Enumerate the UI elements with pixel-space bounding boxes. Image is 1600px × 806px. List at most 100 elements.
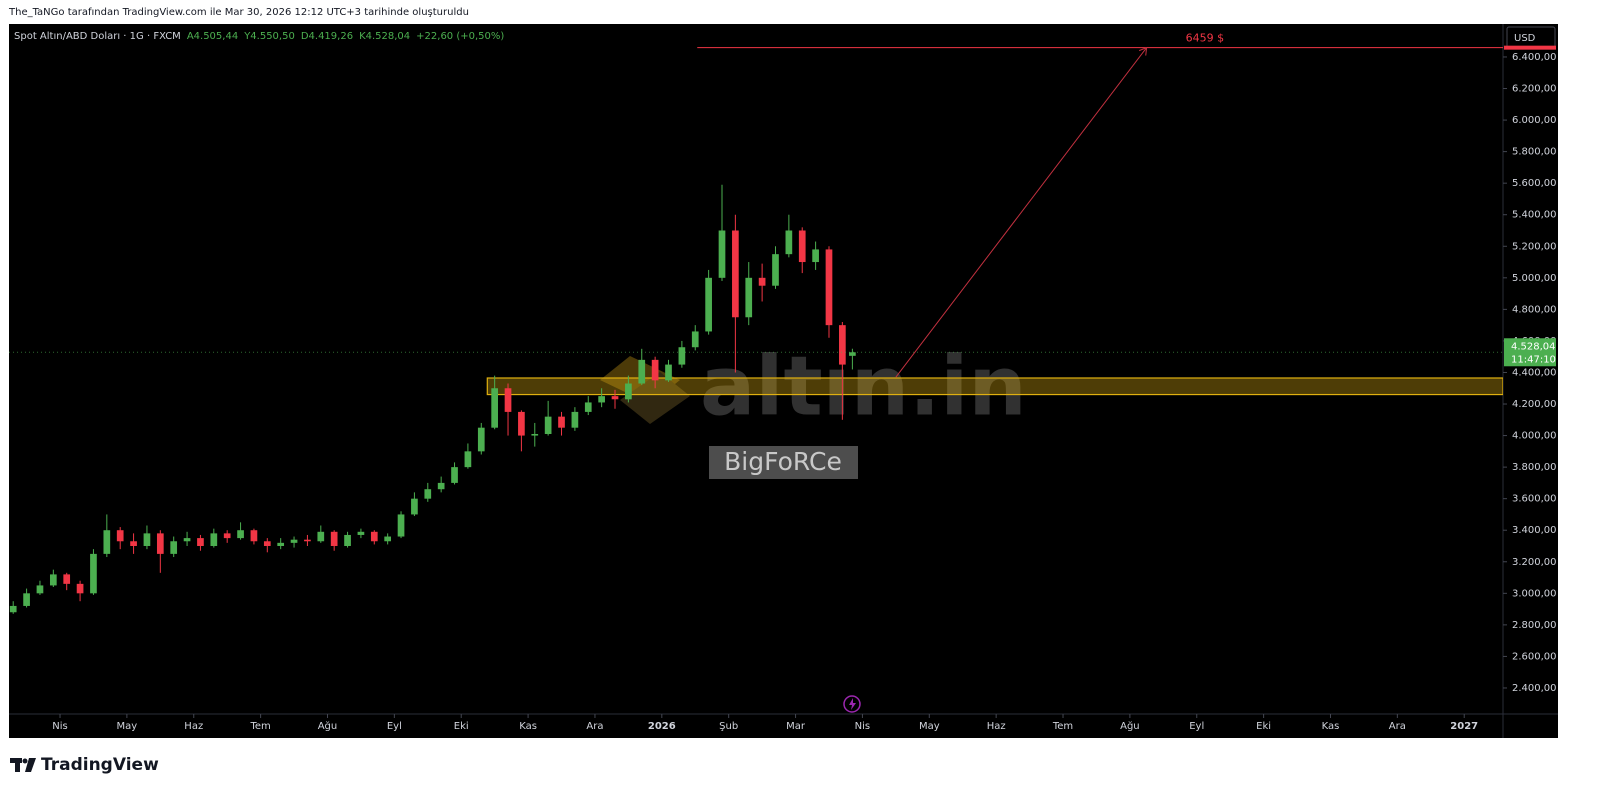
candle-body <box>825 249 833 326</box>
y-tick-label: 3.200,00 <box>1512 557 1557 568</box>
ohlc-value: D4.419,26 <box>301 31 353 42</box>
legend: Spot Altın/ABD Doları · 1G · FXCM A4.505,… <box>14 31 504 42</box>
candle-body <box>571 411 579 428</box>
y-tick-label: 6.200,00 <box>1512 84 1557 95</box>
ohlc-value: A4.505,44 <box>187 31 238 42</box>
x-tick-label: Nis <box>855 721 870 732</box>
y-tick-label: 3.400,00 <box>1512 525 1557 536</box>
y-tick-label: 5.000,00 <box>1512 273 1557 284</box>
candle-body <box>170 541 178 554</box>
candle-body <box>491 388 498 428</box>
y-tick-label: 6.000,00 <box>1512 115 1557 126</box>
watermark-author-box <box>709 446 858 479</box>
last-price-box <box>1504 338 1556 367</box>
candle-body <box>477 427 485 452</box>
watermark-site: altın.in <box>700 339 1027 434</box>
y-tick-label: 5.200,00 <box>1512 241 1557 252</box>
x-tick-label: Kas <box>1322 721 1340 732</box>
candle-body <box>210 533 218 546</box>
candle-body <box>143 533 151 546</box>
candle-body <box>397 514 405 537</box>
x-tick-label: Kas <box>519 721 537 732</box>
x-tick-label: Ara <box>1389 721 1406 732</box>
y-tick-label: 4.400,00 <box>1512 367 1557 378</box>
y-tick-label: 2.800,00 <box>1512 620 1557 631</box>
ohlc-value: +22,60 (+0,50%) <box>416 31 504 42</box>
x-tick-label: Nis <box>52 721 67 732</box>
candle-body <box>531 433 539 436</box>
candle-body <box>504 388 512 412</box>
candle-body <box>611 396 619 400</box>
target-label: 6459 $ <box>1186 32 1225 45</box>
candle-body <box>36 585 44 594</box>
y-tick-label: 6.400,00 <box>1512 52 1557 63</box>
candle-body <box>116 530 124 542</box>
candle-body <box>370 531 378 542</box>
candle-body <box>625 383 632 400</box>
y-tick-label: 5.800,00 <box>1512 147 1557 158</box>
candle-body <box>344 534 351 546</box>
ohlc-value: Y4.550,50 <box>243 31 295 42</box>
candle-body <box>290 539 298 543</box>
x-tick-label: 2027 <box>1450 721 1478 732</box>
candle-body <box>437 482 445 490</box>
x-tick-label: Tem <box>1052 721 1073 732</box>
candle-body <box>638 359 646 384</box>
candle-body <box>665 364 672 381</box>
candle-body <box>90 553 97 594</box>
candle-body <box>651 359 659 381</box>
candle-body <box>263 541 271 546</box>
candle-body <box>317 531 325 542</box>
ohlc-value: K4.528,04 <box>359 31 410 42</box>
support-zone <box>486 377 1503 396</box>
candle-body <box>558 416 565 428</box>
candle-body <box>678 347 686 365</box>
projection-arrow <box>895 47 1147 378</box>
logo-part <box>15 758 20 772</box>
candle-body <box>691 331 699 348</box>
candle-body <box>223 533 231 539</box>
y-tick-label: 4.000,00 <box>1512 431 1557 442</box>
countdown: 11:47:10 <box>1511 354 1556 365</box>
chart-background <box>9 24 1558 738</box>
candle-body <box>424 489 432 499</box>
candle-body <box>183 538 191 542</box>
candle-body <box>197 538 204 546</box>
y-tick-label: 5.600,00 <box>1512 178 1557 189</box>
candle-body <box>745 277 753 318</box>
lightning-icon <box>849 698 856 710</box>
x-tick-label: Ara <box>586 721 603 732</box>
header-credit: The_TaNGo tarafından TradingView.com ile… <box>8 7 469 18</box>
arrow-head <box>1138 46 1148 56</box>
watermark-author: BigFoRCe <box>724 447 842 476</box>
candle-body <box>357 531 365 535</box>
candle-body <box>772 254 779 286</box>
candle-body <box>718 230 726 278</box>
candle-body <box>304 539 311 542</box>
candle-body <box>156 533 164 554</box>
candle-body <box>76 583 84 594</box>
lightning-button[interactable] <box>843 695 861 713</box>
candle-body <box>812 249 819 263</box>
candle-body <box>330 531 338 546</box>
footer-brand: TradingView <box>41 755 159 775</box>
last-price-label: 4.528,04 <box>1511 341 1556 352</box>
x-tick-label: Ağu <box>1120 720 1140 732</box>
candle-body <box>63 574 71 584</box>
x-tick-label: Ağu <box>318 720 338 732</box>
x-tick-label: Eki <box>1256 721 1271 732</box>
candle-body <box>451 467 458 483</box>
x-tick-label: Eyl <box>387 721 402 732</box>
x-tick-label: Tem <box>249 721 270 732</box>
tradingview-logo <box>10 758 36 772</box>
symbol: Spot Altın/ABD Doları · 1G · FXCM <box>14 31 181 42</box>
candle-body <box>277 542 285 546</box>
y-tick-label: 4.800,00 <box>1512 304 1557 315</box>
y-tick-label: 3.000,00 <box>1512 588 1557 599</box>
candle-body <box>103 530 111 554</box>
y-tick-label: 2.400,00 <box>1512 683 1557 694</box>
candle-body <box>49 574 57 586</box>
candle-body <box>544 416 552 434</box>
candle-body <box>839 325 846 365</box>
candle-body <box>785 230 793 255</box>
